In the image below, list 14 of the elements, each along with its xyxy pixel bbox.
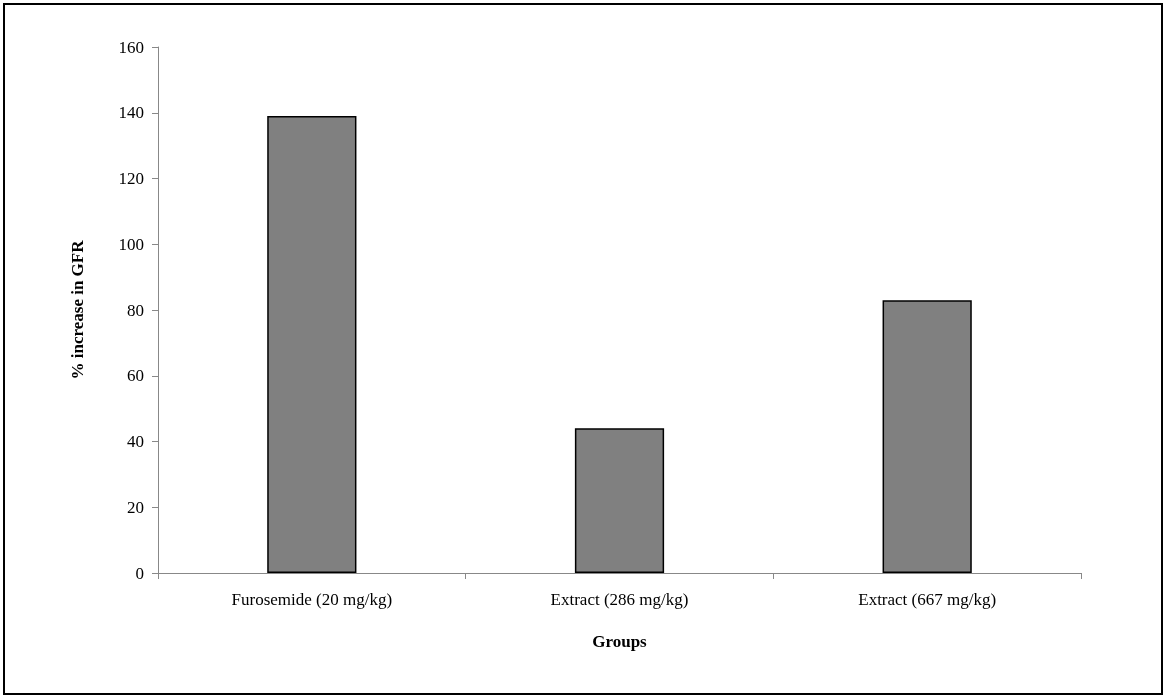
y-tick-label: 100 bbox=[118, 234, 144, 254]
x-axis-title: Groups bbox=[592, 632, 648, 651]
y-tick-label: 160 bbox=[118, 37, 144, 57]
x-tick-label: Furosemide (20 mg/kg) bbox=[231, 590, 393, 609]
y-axis-title: % increase in GFR bbox=[68, 239, 87, 380]
y-tick-label: 80 bbox=[127, 300, 144, 320]
x-tick-label: Extract (667 mg/kg) bbox=[858, 590, 997, 609]
y-tick-label: 140 bbox=[118, 103, 144, 123]
y-tick-label: 60 bbox=[127, 366, 144, 386]
y-tick-label: 120 bbox=[118, 169, 144, 188]
y-tick-label: 40 bbox=[127, 432, 144, 451]
y-tick-label: 0 bbox=[135, 563, 144, 583]
x-tick-label: Extract (286 mg/kg) bbox=[550, 590, 689, 609]
y-tick-label: 20 bbox=[127, 497, 144, 517]
